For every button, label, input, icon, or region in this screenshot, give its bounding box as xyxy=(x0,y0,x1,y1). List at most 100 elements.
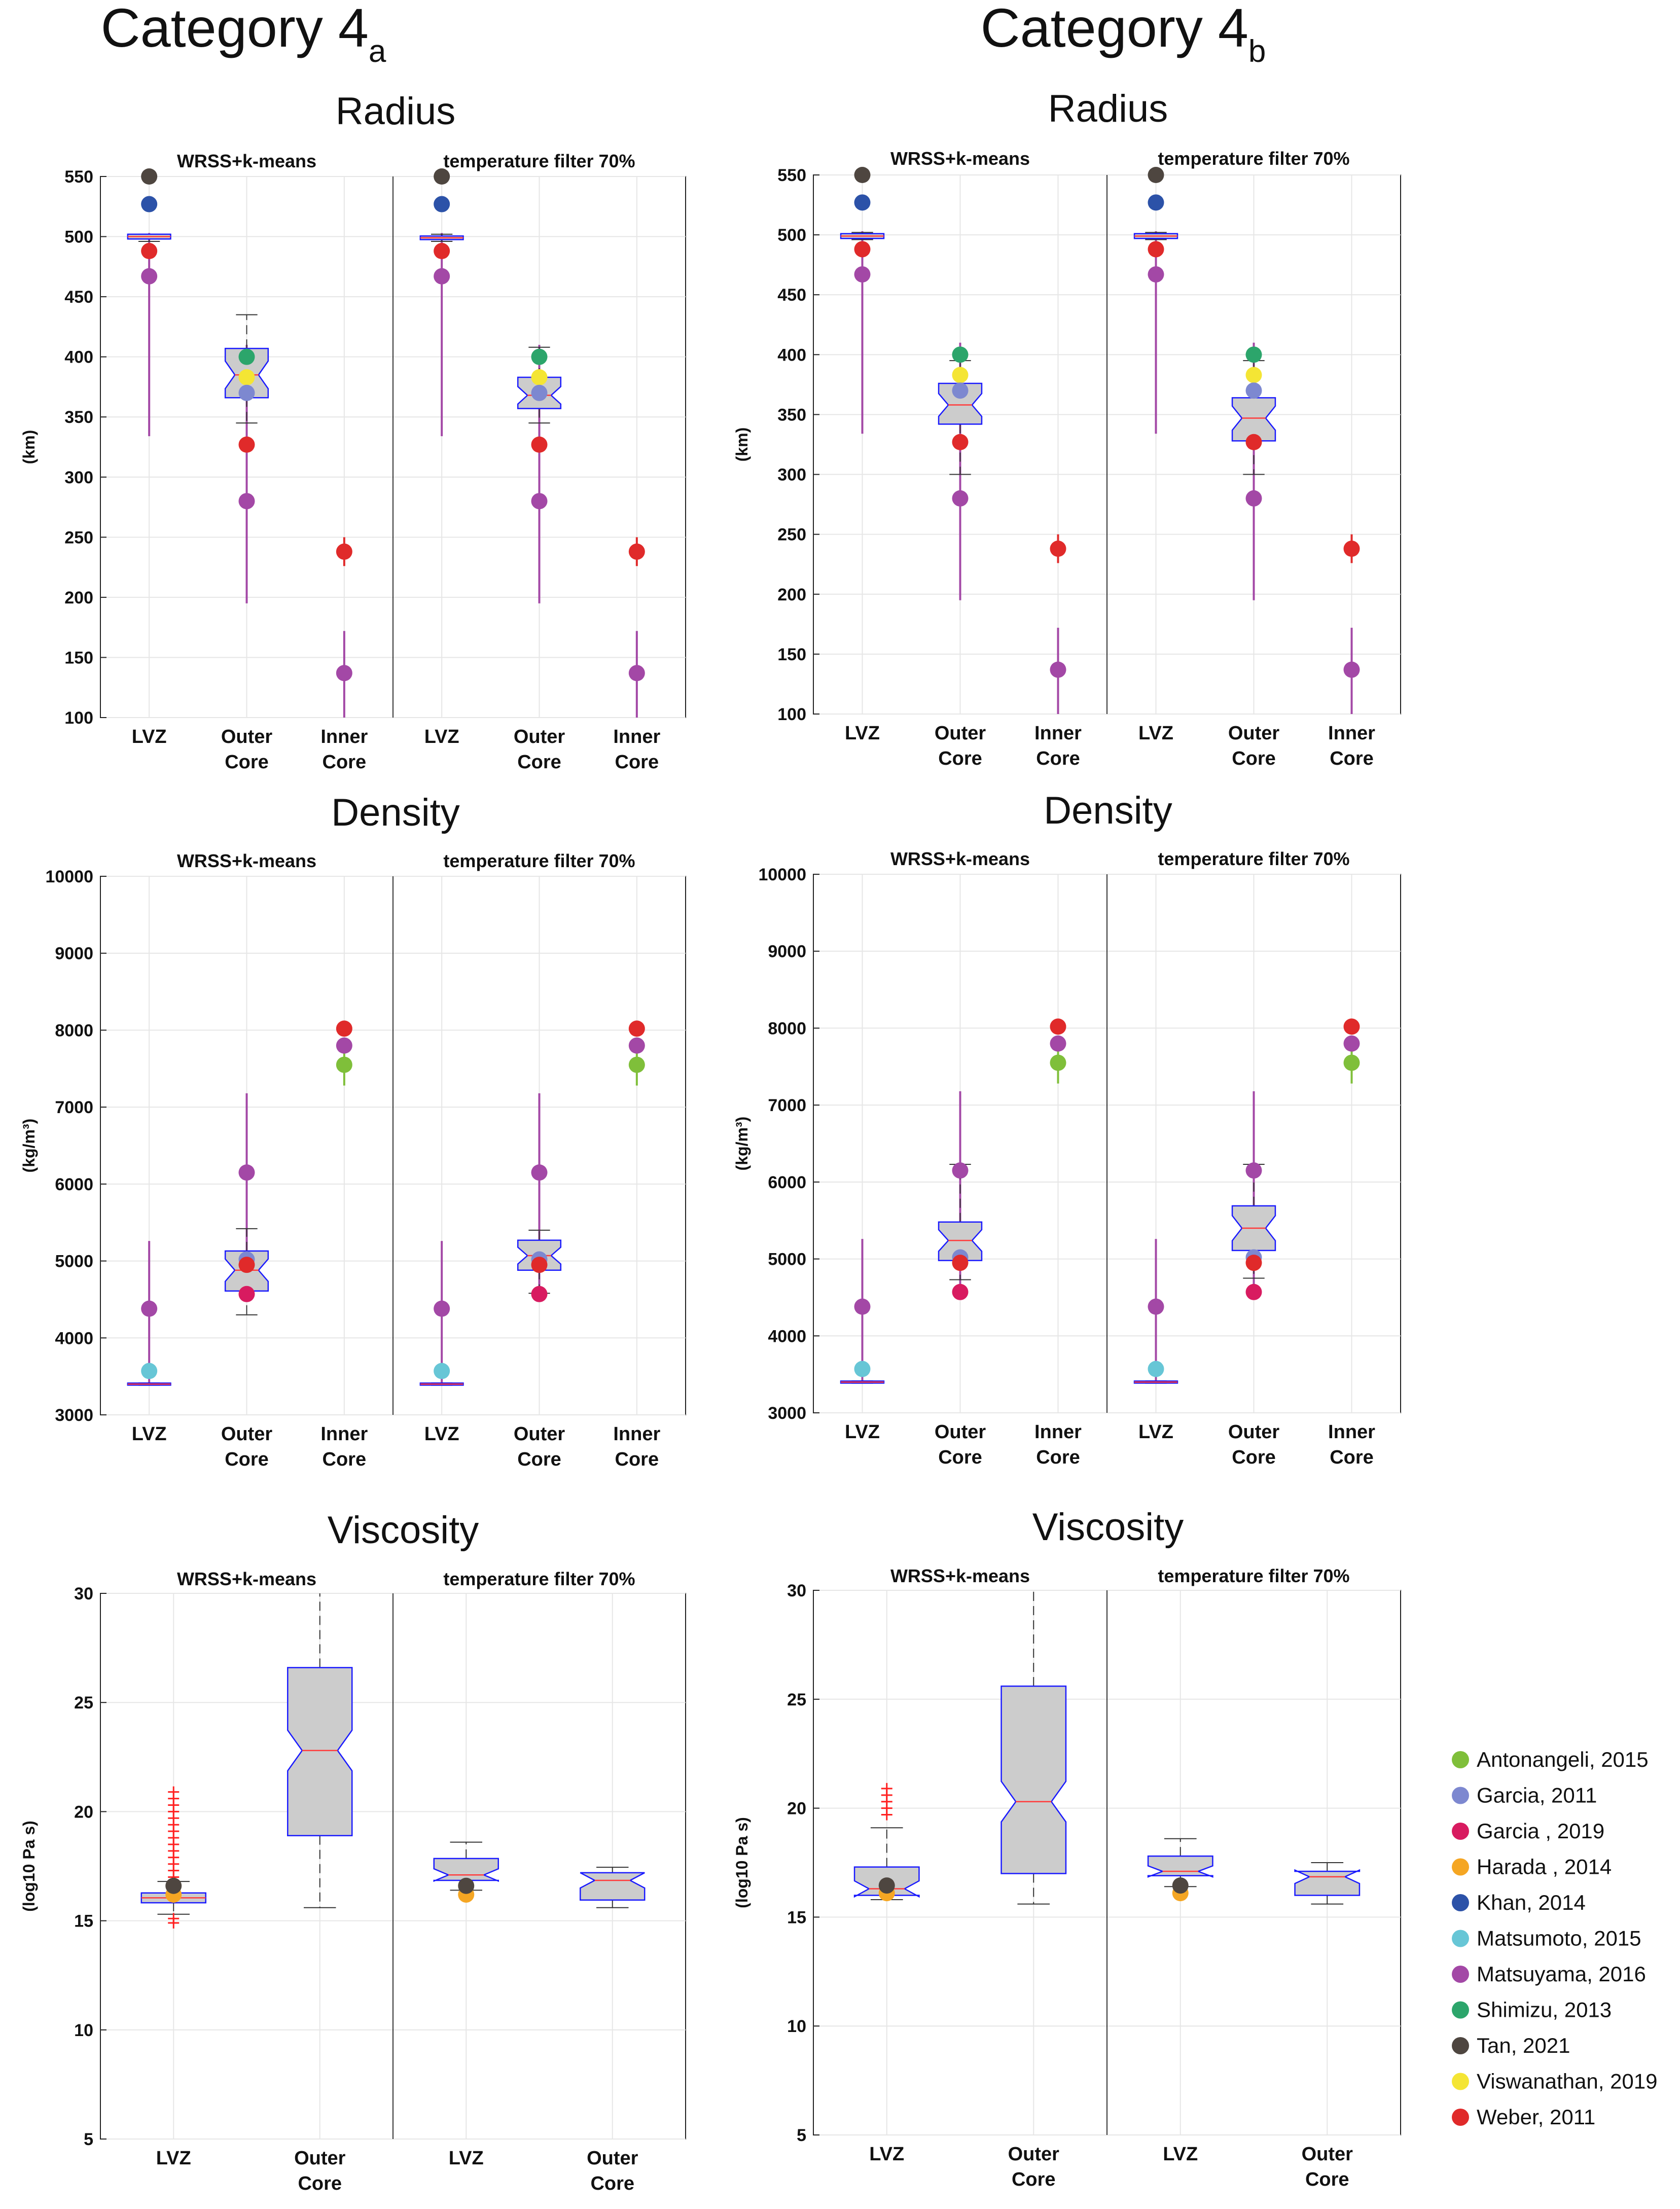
legend-label: Antonangeli, 2015 xyxy=(1477,1748,1649,1771)
y-tick-label: 4000 xyxy=(55,1329,93,1348)
reference-point xyxy=(434,1363,450,1379)
x-category-label: Core xyxy=(225,752,269,773)
box-lvz xyxy=(1147,1855,1213,1878)
reference-point xyxy=(141,196,158,212)
chart-viscosity_4b: Viscosity 5 10 15 20 25 30 (log10 Pa s) WRSS+k-m… xyxy=(733,1506,1401,2190)
x-category-label: Core xyxy=(1232,748,1276,769)
reference-point xyxy=(1050,661,1066,678)
y-tick-label: 10 xyxy=(74,2021,93,2040)
legend-marker xyxy=(1452,1930,1469,1947)
reference-point xyxy=(531,384,548,401)
y-tick-label: 350 xyxy=(64,408,93,427)
chart-grid: Radius 100 150 200 250 300 350 400 450 500 550 (km)… xyxy=(20,87,1401,2194)
reference-point xyxy=(458,1877,475,1894)
x-category-label: LVZ xyxy=(1138,1421,1173,1443)
outlier-marker xyxy=(881,1783,892,1794)
x-category-label: Outer xyxy=(1228,723,1280,744)
legend-marker xyxy=(1452,2001,1469,2019)
y-tick-label: 9000 xyxy=(768,942,806,961)
reference-point xyxy=(952,1255,969,1271)
legend-label: Viswanathan, 2019 xyxy=(1477,2070,1658,2093)
reference-point xyxy=(854,266,871,283)
reference-point xyxy=(1050,1018,1066,1035)
x-category-label: Inner xyxy=(320,1423,368,1445)
y-tick-label: 8000 xyxy=(55,1021,93,1040)
y-tick-label: 5 xyxy=(797,2126,806,2145)
y-tick-label: 200 xyxy=(777,585,806,604)
reference-point xyxy=(336,1056,352,1073)
panel-title: WRSS+k-means xyxy=(177,1569,316,1589)
reference-point xyxy=(1148,1298,1164,1315)
y-tick-label: 3000 xyxy=(768,1404,806,1423)
reference-point xyxy=(1245,346,1262,363)
reference-point xyxy=(141,243,158,260)
x-category-label: Inner xyxy=(613,726,660,747)
x-category-label: Core xyxy=(590,2173,634,2194)
reference-point xyxy=(1343,541,1360,557)
x-category-label: LVZ xyxy=(424,1423,459,1445)
reference-point xyxy=(1245,434,1262,450)
reference-point xyxy=(238,348,255,365)
column-subscript-4b: b xyxy=(1248,34,1266,69)
x-category-label: Core xyxy=(517,1449,561,1470)
y-tick-label: 30 xyxy=(787,1581,806,1600)
x-category-label: Core xyxy=(225,1449,269,1470)
x-category-label: Core xyxy=(1232,1447,1276,1468)
reference-point xyxy=(531,369,548,385)
legend-marker xyxy=(1452,1823,1469,1840)
y-tick-label: 15 xyxy=(74,1912,93,1931)
x-category-label: Core xyxy=(298,2173,342,2194)
legend-marker xyxy=(1452,2109,1469,2126)
reference-point xyxy=(238,436,255,453)
reference-point xyxy=(628,1056,645,1073)
reference-point xyxy=(878,1877,895,1894)
reference-point xyxy=(336,543,352,560)
x-category-label: Core xyxy=(1036,748,1080,769)
y-axis-label: (km) xyxy=(20,430,38,465)
legend-marker xyxy=(1452,1894,1469,1911)
legend-marker xyxy=(1452,1858,1469,1876)
chart-title: Density xyxy=(1044,789,1172,832)
reference-point xyxy=(531,348,548,365)
y-tick-label: 550 xyxy=(777,166,806,185)
y-tick-label: 10000 xyxy=(45,867,93,886)
reference-point xyxy=(1148,241,1164,258)
y-tick-label: 10 xyxy=(787,2017,806,2036)
reference-point xyxy=(336,665,352,682)
chart-title: Radius xyxy=(336,90,456,133)
x-category-label: LVZ xyxy=(869,2144,904,2165)
y-axis-label: (kg/m³) xyxy=(733,1117,751,1171)
reference-point xyxy=(952,1162,969,1179)
reference-point xyxy=(238,493,255,510)
legend-label: Matsuyama, 2016 xyxy=(1477,1962,1646,1986)
x-category-label: Core xyxy=(323,752,367,773)
x-category-label: Outer xyxy=(514,1423,565,1445)
reference-point xyxy=(141,1300,158,1317)
x-category-label: Core xyxy=(615,752,659,773)
y-axis-label: (log10 Pa s) xyxy=(733,1817,751,1908)
y-tick-label: 3000 xyxy=(55,1406,93,1425)
y-tick-label: 10000 xyxy=(758,865,806,884)
y-tick-label: 300 xyxy=(777,466,806,485)
y-tick-label: 8000 xyxy=(768,1019,806,1038)
y-tick-label: 100 xyxy=(64,708,93,728)
x-category-label: Outer xyxy=(935,723,986,744)
y-tick-label: 25 xyxy=(74,1693,93,1713)
box-lvz xyxy=(433,1858,499,1882)
x-category-label: LVZ xyxy=(132,726,167,747)
reference-point xyxy=(628,665,645,682)
reference-point xyxy=(854,194,871,211)
panel-title: WRSS+k-means xyxy=(890,848,1030,869)
reference-point xyxy=(854,1298,871,1315)
x-category-label: LVZ xyxy=(449,2148,484,2169)
reference-point xyxy=(434,168,450,185)
legend-label: Matsumoto, 2015 xyxy=(1477,1927,1641,1950)
x-category-label: Outer xyxy=(1228,1421,1280,1443)
reference-point xyxy=(1245,367,1262,383)
y-tick-label: 7000 xyxy=(55,1098,93,1117)
y-tick-label: 15 xyxy=(787,1908,806,1927)
column-title-4b: Category 4b xyxy=(981,0,1266,69)
x-category-label: Core xyxy=(1305,2169,1349,2190)
chart-title: Density xyxy=(331,791,459,834)
reference-point xyxy=(531,493,548,510)
